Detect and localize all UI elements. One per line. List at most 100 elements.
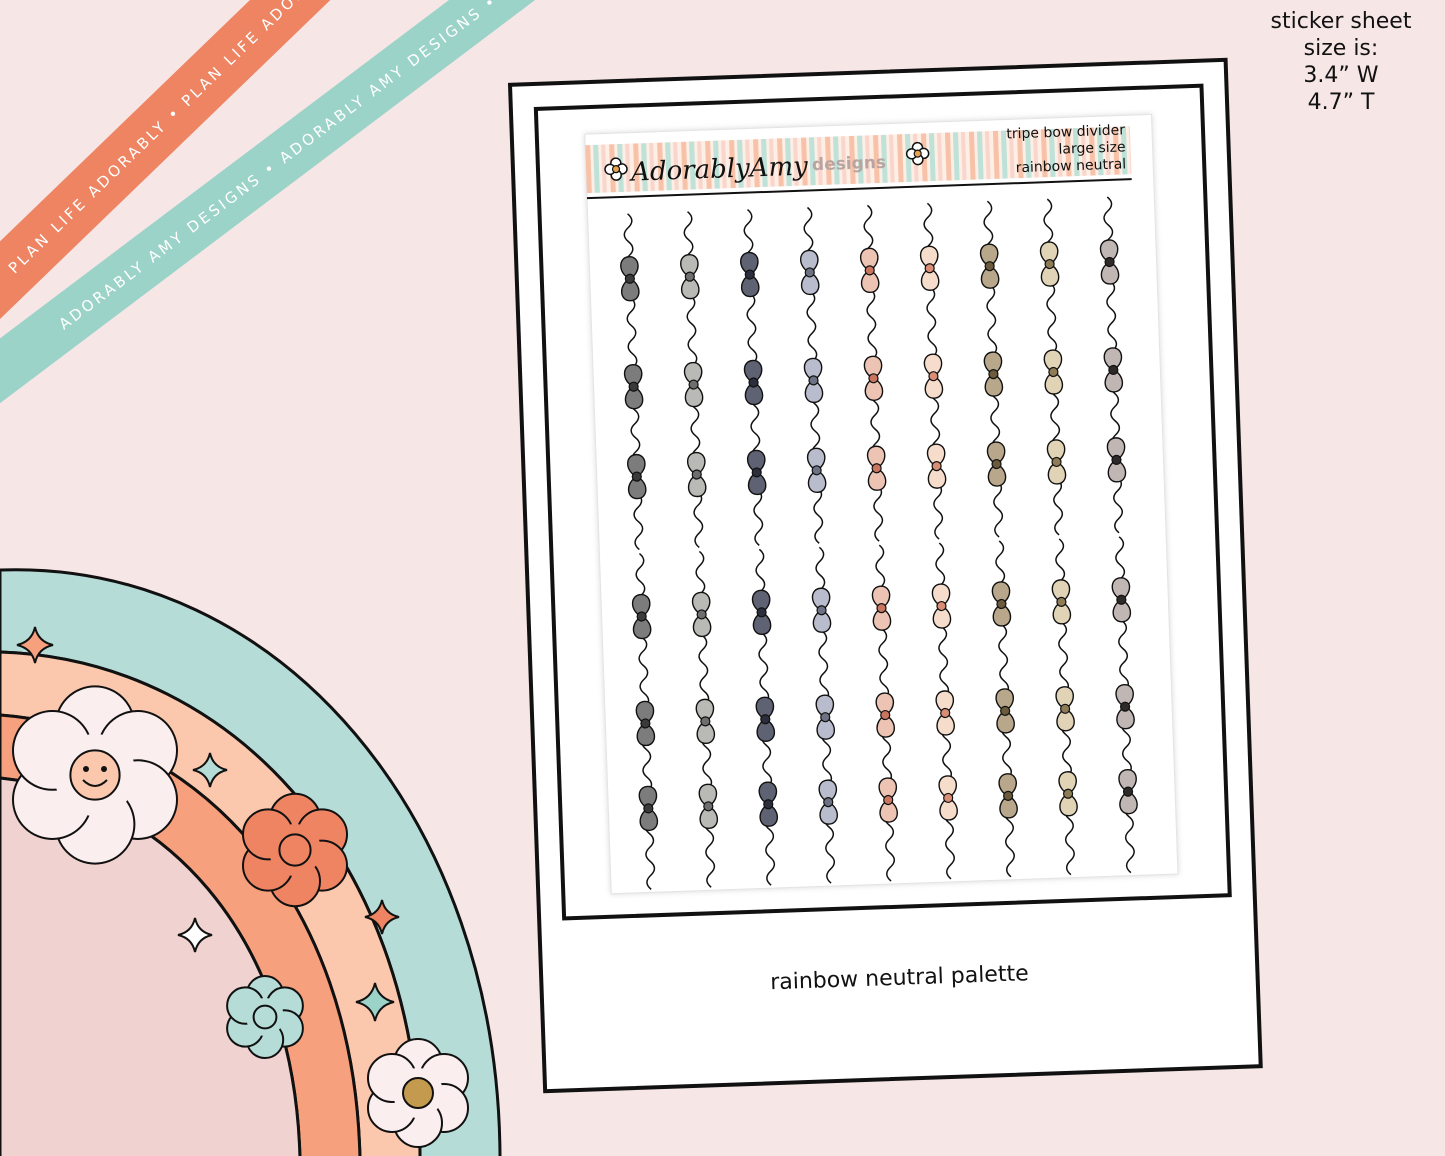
size-info-line-3: 3.4” W <box>1303 63 1379 88</box>
size-info-line-4: 4.7” T <box>1307 90 1375 115</box>
bow-icon <box>863 355 884 401</box>
flower-icon <box>905 141 930 166</box>
bow-divider <box>620 213 647 551</box>
bow-icon <box>746 449 767 496</box>
rainbow-decorations <box>12 626 469 1148</box>
bow-icon <box>620 256 640 302</box>
bow-divider <box>691 550 719 888</box>
bow-icon <box>986 441 1007 487</box>
bow-icon <box>919 245 940 291</box>
brand-script: AdorablyAmy <box>629 151 809 187</box>
bow-icon <box>695 698 716 745</box>
polaroid-card: AdorablyAmy designs tripe bow divider la… <box>507 57 1263 1094</box>
bow-icon <box>631 593 652 640</box>
bow-icon <box>938 775 958 821</box>
bow-icon <box>623 363 644 410</box>
bow-divider <box>1111 536 1138 874</box>
bow-icon <box>859 247 880 294</box>
bow-divider <box>1099 196 1127 534</box>
sticker-sheet <box>584 113 1179 895</box>
brand-designs: designs <box>812 153 887 176</box>
bow-icon <box>635 700 656 747</box>
bow-icon <box>743 359 764 406</box>
bow-icon <box>1058 771 1078 817</box>
bow-divider <box>919 202 947 540</box>
bow-icon <box>758 781 779 827</box>
bow-divider <box>1051 538 1078 876</box>
header-divider <box>586 178 1132 200</box>
sparkle-icon <box>364 899 400 935</box>
title-line-3: rainbow neutral <box>1015 156 1126 176</box>
bow-icon <box>740 251 760 298</box>
bow-icon <box>751 589 772 636</box>
bow-divider <box>751 548 779 886</box>
bow-icon <box>691 591 712 638</box>
bow-divider <box>931 542 958 880</box>
bow-icon <box>1106 437 1127 483</box>
bow-icon <box>1111 577 1132 623</box>
bow-divider <box>979 200 1007 538</box>
bow-icon <box>926 443 947 489</box>
bow-icon <box>1103 347 1124 393</box>
bow-divider <box>1039 198 1067 536</box>
sparkle-icon <box>16 626 54 664</box>
bow-divider <box>799 206 827 544</box>
bow-icon <box>871 585 892 631</box>
bow-icon <box>1043 349 1064 395</box>
bow-icon <box>1039 241 1060 287</box>
bow-divider <box>631 552 659 890</box>
sparkle-icon <box>355 982 395 1022</box>
bow-icon <box>811 587 832 633</box>
bow-icon <box>923 353 944 399</box>
bow-icon <box>815 694 836 740</box>
smiley-flower-icon <box>12 685 178 865</box>
bow-icon <box>626 453 647 500</box>
bow-icon <box>998 773 1018 819</box>
coral-ribbon <box>0 0 592 444</box>
bow-icon <box>983 351 1004 397</box>
flower-icon <box>242 792 348 908</box>
flower-icon <box>367 1038 469 1148</box>
bow-divider <box>859 204 887 542</box>
mint-ribbon <box>0 0 715 467</box>
sheet-title: tripe bow divider large size rainbow neu… <box>1006 122 1126 176</box>
bow-icon <box>935 690 955 736</box>
bow-icon <box>686 451 707 498</box>
flower-icon <box>604 157 628 181</box>
bow-divider <box>871 544 898 882</box>
bow-grid <box>620 196 1138 890</box>
bow-divider <box>991 540 1018 878</box>
bow-icon <box>875 692 896 738</box>
bow-icon <box>878 777 898 823</box>
sparkle-icon <box>192 752 228 788</box>
bow-icon <box>1118 768 1138 815</box>
flower-icon <box>226 975 304 1059</box>
bow-icon <box>991 581 1012 627</box>
bow-icon <box>979 243 1000 289</box>
bow-icon <box>806 447 827 494</box>
bow-icon <box>803 357 824 404</box>
size-info-line-1: sticker sheet <box>1270 9 1412 34</box>
bow-icon <box>866 445 887 491</box>
bow-divider <box>811 546 839 884</box>
bow-icon <box>755 696 776 742</box>
bow-icon <box>1055 686 1075 732</box>
bow-icon <box>818 779 839 825</box>
bow-icon <box>799 249 820 296</box>
size-info: sticker sheet size is: 3.4” W 4.7” T <box>1251 8 1431 116</box>
size-info-line-2: size is: <box>1303 36 1379 61</box>
bow-icon <box>680 253 700 300</box>
bow-divider <box>680 211 707 549</box>
sheet-header <box>585 126 1132 194</box>
bow-icon <box>1115 684 1135 730</box>
bow-icon <box>1046 439 1067 485</box>
bow-icon <box>638 785 659 832</box>
bow-icon <box>995 688 1015 734</box>
bow-divider <box>740 209 767 546</box>
bow-icon <box>683 361 704 408</box>
bow-icon <box>698 783 719 830</box>
bow-icon <box>1099 239 1120 285</box>
title-line-1: tripe bow divider <box>1006 122 1125 142</box>
sparkle-icon <box>177 917 213 953</box>
